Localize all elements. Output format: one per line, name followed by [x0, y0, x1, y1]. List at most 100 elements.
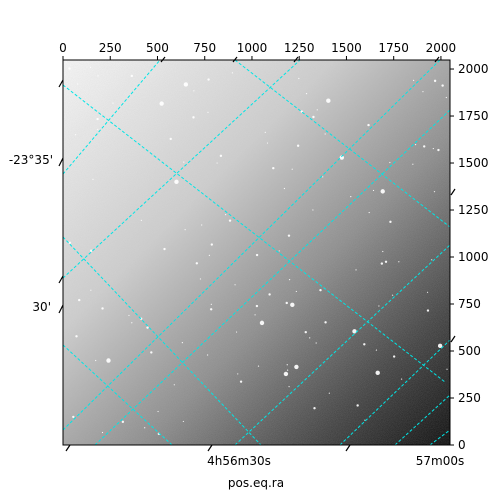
star — [173, 384, 175, 386]
ra-tick-label: 4h56m30s — [207, 454, 271, 468]
star — [199, 278, 202, 280]
star — [219, 154, 223, 158]
star — [324, 321, 327, 324]
star — [140, 219, 142, 222]
star — [195, 262, 199, 265]
star-field — [65, 61, 448, 436]
noise-overlay — [63, 60, 450, 445]
star — [446, 368, 448, 370]
world-axes: -23°35' 30' 4h56m30s 57m00s — [9, 56, 464, 468]
grid-line — [394, 394, 450, 445]
top-tick-label: 1250 — [284, 41, 315, 55]
ra-tick-mark-bottom — [345, 444, 351, 452]
star — [72, 415, 75, 419]
star — [288, 279, 291, 281]
star — [286, 369, 289, 371]
star — [74, 134, 77, 136]
star — [433, 191, 436, 193]
star — [157, 410, 159, 413]
star — [95, 359, 97, 362]
star — [101, 307, 104, 310]
top-tick-label: 1500 — [331, 41, 362, 55]
top-tick-label: 1000 — [237, 41, 268, 55]
star — [169, 137, 172, 141]
star — [207, 111, 209, 113]
grid-line — [94, 109, 450, 445]
top-tick-label: 2000 — [426, 41, 457, 55]
dec-tick-mark-right — [450, 335, 456, 343]
star — [316, 109, 318, 111]
star — [77, 83, 79, 85]
star — [208, 254, 210, 257]
star — [183, 161, 185, 163]
star — [264, 131, 266, 133]
star — [130, 74, 134, 78]
star — [291, 168, 293, 170]
star — [378, 305, 380, 307]
star — [78, 298, 81, 302]
dec-tick-mark-left — [58, 157, 64, 167]
star — [128, 314, 130, 317]
star — [441, 84, 444, 87]
star — [398, 261, 400, 263]
star — [144, 427, 146, 429]
wcs-grid-lines — [63, 60, 450, 445]
ra-tick-label: 57m00s — [416, 454, 464, 468]
star — [339, 155, 345, 160]
dec-tick-label: 30' — [32, 300, 51, 314]
grid-line — [234, 244, 450, 445]
star — [372, 189, 375, 192]
ra-tick-mark-top — [434, 56, 440, 63]
star — [92, 178, 94, 180]
star — [75, 335, 78, 338]
star — [414, 144, 417, 146]
star — [159, 101, 164, 106]
ra-tick-mark-bottom — [207, 444, 213, 452]
star — [380, 262, 384, 265]
star — [412, 163, 414, 165]
image-panel — [63, 60, 450, 445]
star — [391, 294, 394, 296]
star — [350, 196, 352, 198]
dec-tick-mark-left — [58, 275, 64, 284]
grid-line — [63, 84, 446, 383]
star — [209, 308, 213, 311]
grid-line — [339, 339, 450, 445]
star — [89, 249, 93, 252]
star — [298, 77, 300, 80]
star — [210, 243, 214, 246]
star — [283, 187, 286, 190]
star — [96, 117, 99, 121]
star — [90, 289, 92, 291]
star — [266, 142, 269, 144]
top-tick-label: 1750 — [378, 41, 409, 55]
star — [225, 214, 227, 216]
star — [326, 98, 331, 103]
star — [296, 144, 300, 147]
star — [184, 229, 186, 231]
star — [163, 247, 166, 251]
star — [309, 337, 311, 339]
right-tick-label: 1500 — [458, 156, 489, 170]
star — [423, 145, 426, 148]
top-tick-label: 250 — [99, 41, 122, 55]
top-tick-label: 500 — [146, 41, 169, 55]
star — [375, 370, 380, 376]
right-tick-label: 2000 — [458, 62, 489, 76]
dec-tick-mark-left — [58, 304, 64, 314]
star — [384, 260, 388, 263]
star — [285, 301, 288, 305]
star — [431, 259, 433, 261]
star — [254, 314, 256, 316]
star — [193, 90, 195, 92]
star — [312, 115, 315, 119]
star — [131, 322, 133, 324]
star — [389, 161, 391, 164]
star — [231, 72, 233, 74]
right-tick-label: 1750 — [458, 109, 489, 123]
ra-tick-mark-top — [293, 56, 299, 63]
star — [286, 364, 288, 366]
grid-line — [63, 60, 301, 279]
star — [324, 133, 326, 135]
